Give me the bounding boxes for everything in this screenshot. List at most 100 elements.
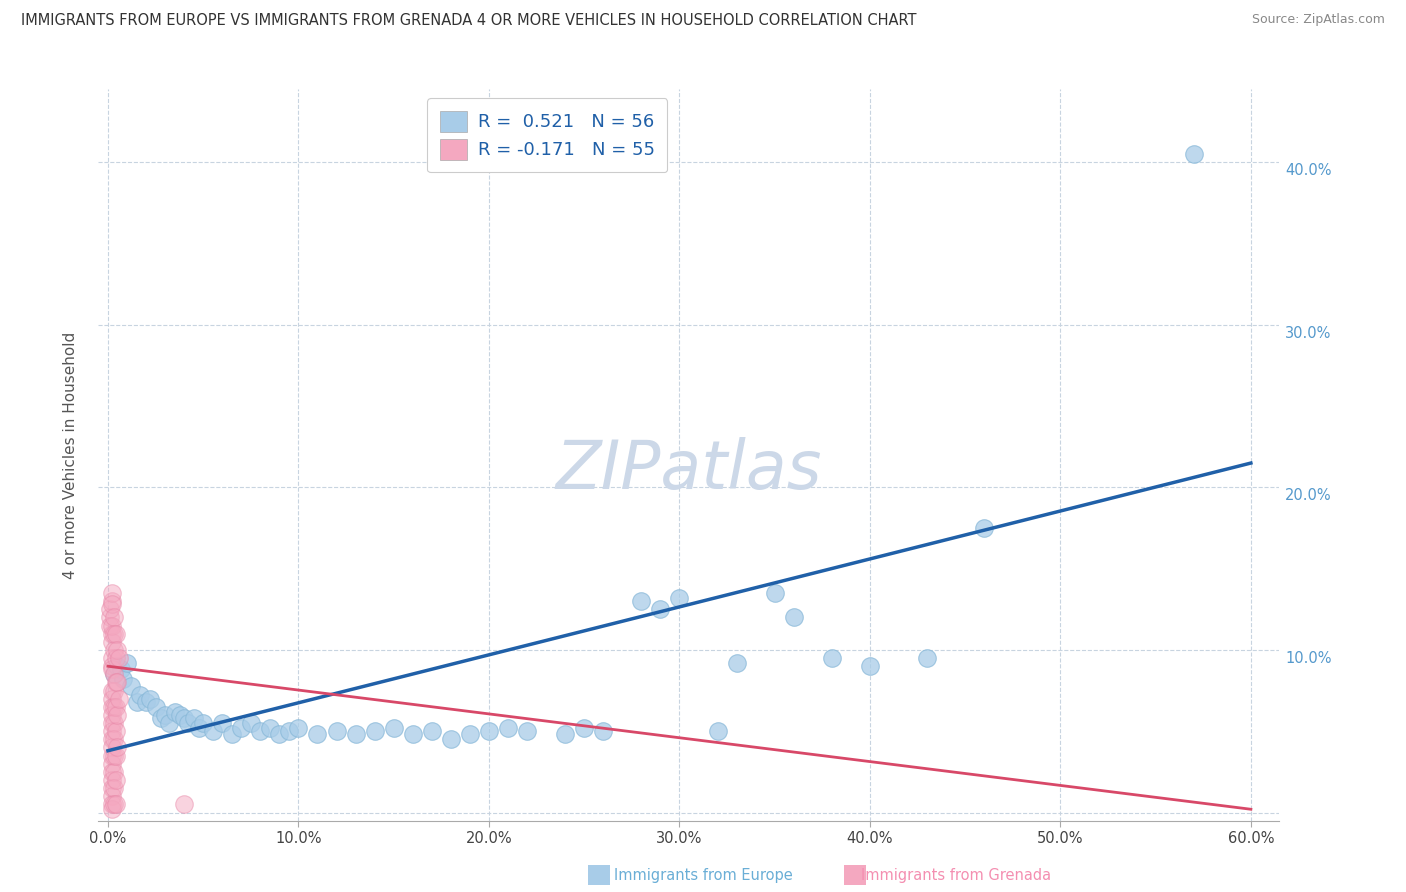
Point: [169, 708, 191, 723]
Point: [103, 748, 125, 763]
Point: [287, 721, 309, 735]
Point: [100, 802, 122, 816]
Point: [104, 626, 127, 640]
Point: [650, 602, 672, 616]
Point: [100, 756, 122, 771]
Point: [1182, 147, 1205, 161]
Point: [402, 727, 425, 741]
Point: [100, 781, 122, 796]
Point: [107, 740, 129, 755]
Point: [163, 705, 186, 719]
Point: [188, 721, 211, 735]
Point: [104, 748, 127, 763]
Point: [100, 797, 122, 812]
Point: [108, 691, 131, 706]
Point: [112, 672, 135, 686]
Point: [478, 724, 501, 739]
Point: [104, 797, 127, 812]
Point: [107, 708, 129, 723]
Point: [100, 764, 122, 779]
Point: [103, 699, 125, 714]
Point: [277, 724, 299, 739]
Point: [100, 740, 122, 755]
Point: [100, 716, 122, 731]
Point: [107, 675, 129, 690]
Point: [173, 711, 195, 725]
Point: [725, 656, 748, 670]
Point: [592, 724, 614, 739]
Point: [201, 724, 224, 739]
Point: [630, 594, 652, 608]
Point: [706, 724, 728, 739]
Point: [103, 732, 125, 747]
Point: [249, 724, 271, 739]
Point: [100, 724, 122, 739]
Text: 10.0%: 10.0%: [1285, 650, 1331, 665]
Point: [103, 683, 125, 698]
Point: [821, 651, 844, 665]
Point: [344, 727, 367, 741]
Point: [211, 716, 233, 731]
Point: [145, 699, 167, 714]
Point: [307, 727, 329, 741]
Point: [100, 748, 122, 763]
Point: [100, 772, 122, 787]
Point: [100, 708, 122, 723]
Point: [100, 594, 122, 608]
Legend: R =  0.521   N = 56, R = -0.171   N = 55: R = 0.521 N = 56, R = -0.171 N = 55: [427, 98, 668, 172]
Point: [100, 659, 122, 673]
Point: [103, 643, 125, 657]
Point: [100, 732, 122, 747]
Point: [239, 716, 262, 731]
Text: Immigrants from Europe: Immigrants from Europe: [613, 869, 793, 883]
Point: [135, 695, 157, 709]
Text: 30.0%: 30.0%: [1285, 326, 1331, 341]
Point: [108, 651, 131, 665]
Point: [103, 764, 125, 779]
Point: [100, 663, 122, 677]
Point: [496, 721, 519, 735]
Text: Immigrants from Grenada: Immigrants from Grenada: [860, 869, 1052, 883]
Point: [107, 643, 129, 657]
Point: [98, 618, 121, 632]
Point: [100, 635, 122, 649]
Point: [100, 789, 122, 804]
Point: [125, 695, 148, 709]
Point: [103, 626, 125, 640]
Point: [554, 727, 576, 741]
Point: [100, 598, 122, 612]
Point: [100, 586, 122, 600]
Point: [129, 689, 152, 703]
Point: [100, 683, 122, 698]
Point: [150, 711, 173, 725]
Point: [458, 727, 481, 741]
Point: [440, 732, 463, 747]
Point: [177, 716, 200, 731]
Point: [104, 651, 127, 665]
Point: [363, 724, 385, 739]
Point: [915, 651, 938, 665]
Point: [115, 656, 138, 670]
Point: [259, 721, 281, 735]
Point: [100, 691, 122, 706]
Point: [325, 724, 347, 739]
Point: [193, 716, 215, 731]
Text: IMMIGRANTS FROM EUROPE VS IMMIGRANTS FROM GRENADA 4 OR MORE VEHICLES IN HOUSEHOL: IMMIGRANTS FROM EUROPE VS IMMIGRANTS FRO…: [21, 13, 917, 29]
Point: [153, 708, 176, 723]
Point: [100, 699, 122, 714]
Point: [668, 591, 690, 605]
Point: [572, 721, 595, 735]
Point: [516, 724, 538, 739]
Point: [104, 772, 127, 787]
Point: [420, 724, 443, 739]
Point: [100, 626, 122, 640]
Point: [139, 691, 162, 706]
Point: [104, 675, 127, 690]
Point: [107, 659, 129, 673]
Point: [382, 721, 405, 735]
Point: [98, 610, 121, 624]
Text: 40.0%: 40.0%: [1285, 163, 1331, 178]
Point: [103, 667, 125, 681]
Point: [103, 610, 125, 624]
Point: [100, 651, 122, 665]
